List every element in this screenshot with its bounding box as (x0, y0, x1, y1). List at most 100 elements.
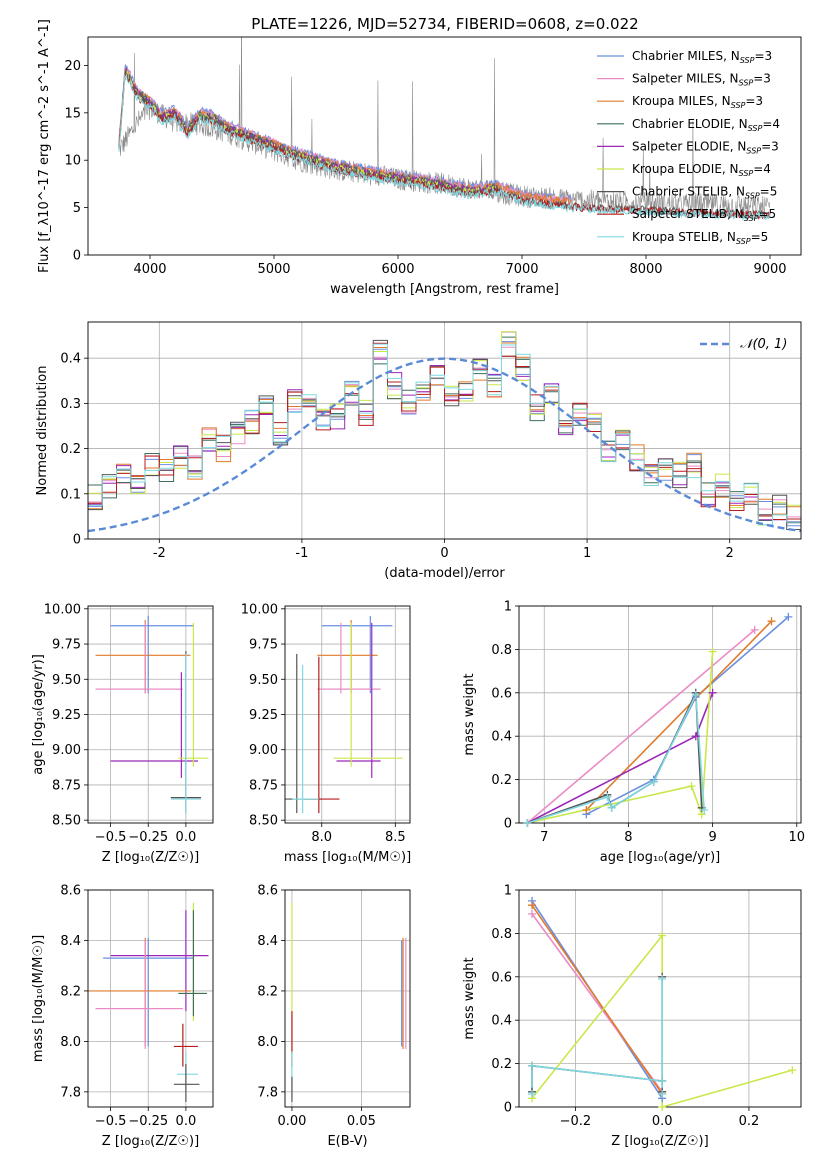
plus-marker (658, 1076, 667, 1085)
y-tick-label: 8.0 (257, 1035, 278, 1050)
y-tick-label: 0.4 (60, 352, 81, 367)
axes-frame (518, 605, 802, 824)
y-tick-label: 0 (73, 249, 81, 264)
plus-marker (658, 974, 667, 983)
axes-frame (87, 605, 214, 824)
y-tick-label: 0.2 (491, 773, 512, 788)
y-tick-label: 5 (73, 201, 81, 216)
legend-entry: Kroupa ELODIE, NSSP=4 (632, 162, 771, 178)
model-spectrum-kroupa-stelib (118, 73, 771, 221)
x-tick-label: 0.0 (176, 830, 197, 845)
plus-marker (691, 690, 700, 699)
x-tick-label: 7 (540, 830, 548, 845)
plus-marker (708, 647, 717, 656)
panel-age_vs_mass: 8.0 8.5 8.50 8.75 9.00 9.25 9.50 9.75 10.00 mass … (241, 602, 411, 865)
y-tick-label: 0 (504, 1101, 512, 1116)
legend-suffix: =3 (761, 139, 779, 153)
x-axis-label: Z [log₁₀(Z/Z☉)] (102, 1134, 199, 1149)
x-tick-label: -1 (295, 546, 308, 561)
x-tick-label: 7000 (505, 262, 538, 277)
x-axis-label: wavelength [Angstrom, rest frame] (330, 282, 559, 297)
x-tick-label: 8 (624, 830, 632, 845)
x-tick-label: −0.2 (560, 1114, 592, 1129)
x-axis-label: Z [log₁₀(Z/Z☉)] (102, 850, 199, 865)
legend-sub: SSP (740, 56, 755, 65)
legend-suffix: =5 (758, 207, 776, 221)
y-tick-label: 9.00 (52, 743, 81, 758)
legend-sub: SSP (731, 101, 746, 110)
legend-sub: SSP (746, 146, 761, 155)
y-tick-label: 8.0 (60, 1035, 81, 1050)
y-tick-label: 9.25 (249, 708, 278, 723)
plus-marker (528, 1089, 537, 1098)
y-tick-label: 0.8 (491, 643, 512, 658)
plus-marker (658, 1089, 667, 1098)
plus-marker (767, 617, 776, 626)
y-tick-label: 8.50 (52, 814, 81, 829)
y-tick-label: 9.25 (52, 708, 81, 723)
plus-marker (649, 777, 658, 786)
y-axis-label: Normed distribution (35, 366, 50, 496)
plus-marker (523, 819, 532, 827)
y-tick-label: 8.6 (257, 884, 278, 899)
plus-marker (750, 625, 759, 634)
plus-marker (788, 1066, 797, 1075)
x-axis-label: E(B-V) (327, 1134, 367, 1149)
y-tick-label: 1 (504, 600, 512, 615)
y-tick-label: 8.4 (257, 934, 278, 949)
y-tick-label: 8.4 (60, 934, 81, 949)
legend-label: Salpeter ELODIE, N (632, 139, 746, 153)
legend-label: Kroupa MILES, N (632, 94, 731, 108)
legend-sub: SSP (736, 237, 751, 246)
y-tick-label: 7.8 (60, 1085, 81, 1100)
x-tick-label: 5000 (257, 262, 290, 277)
plus-marker (658, 931, 667, 940)
legend-suffix: =3 (745, 94, 763, 108)
x-tick-label: 8.0 (311, 830, 332, 845)
x-tick-label: 0.2 (739, 1114, 760, 1129)
legend-entry: Kroupa MILES, NSSP=3 (632, 94, 763, 110)
axes-frame (87, 889, 214, 1108)
x-tick-label: -2 (153, 546, 166, 561)
legend-label: Chabrier STELIB, N (632, 185, 745, 199)
legend-label: Salpeter STELIB, N (632, 207, 744, 221)
panel-mass_vs_ebv: 0.00 0.05 7.8 8.0 8.2 8.4 8.6 E(B-V) (257, 884, 411, 1149)
x-axis-label: Z [log₁₀(Z/Z☉)] (611, 1134, 708, 1149)
y-tick-label: 8.2 (257, 984, 278, 999)
axes-frame (87, 36, 802, 256)
legend-entry: Salpeter STELIB, NSSP=5 (632, 207, 776, 223)
y-tick-label: 0.8 (491, 927, 512, 942)
panel-mass_vs_Z: −0.5 −0.25 0.0 7.8 8.0 8.2 8.4 8.6 Z [log₁₀(Z/Z☉… (31, 884, 214, 1149)
y-tick-label: 8.75 (52, 778, 81, 793)
axes-frame (284, 889, 411, 1108)
panel-residuals: -2 -1 0 1 2 0 0.1 0.2 0.3 0.4 (data-model)/error No… (35, 321, 802, 581)
plus-marker (691, 732, 700, 741)
y-tick-label: 0.1 (60, 487, 81, 502)
y-axis-label: mass [log₁₀(M/M☉)] (31, 935, 46, 1062)
x-tick-label: −0.5 (95, 1114, 127, 1129)
legend-entry: Salpeter ELODIE, NSSP=3 (632, 139, 779, 155)
y-tick-label: 1 (504, 884, 512, 899)
legend-suffix: =5 (760, 185, 778, 199)
panel-age_vs_Z: −0.5 −0.25 0.0 8.50 8.75 9.00 9.25 9.50 9.75 10.0… (31, 602, 214, 865)
x-tick-label: 1 (583, 546, 591, 561)
legend-suffix: =4 (753, 162, 771, 176)
y-tick-label: 10.00 (44, 602, 81, 617)
y-tick-label: 8.75 (249, 778, 278, 793)
x-tick-label: 0.0 (176, 1114, 197, 1129)
x-tick-label: 0 (440, 546, 448, 561)
x-tick-label: 8.5 (385, 830, 406, 845)
y-axis-label: mass weight (462, 673, 477, 755)
normal-distribution-curve (88, 357, 801, 533)
x-tick-label: −0.5 (95, 830, 127, 845)
y-tick-label: 8.6 (60, 884, 81, 899)
y-tick-label: 0.6 (491, 970, 512, 985)
plot-area-mass_vs_Z (88, 902, 209, 1102)
axes-frame (284, 605, 411, 824)
x-tick-label: 10 (789, 830, 806, 845)
legend-suffix: =3 (754, 49, 772, 63)
x-tick-label: 6000 (381, 262, 414, 277)
y-tick-label: 0.3 (60, 397, 81, 412)
